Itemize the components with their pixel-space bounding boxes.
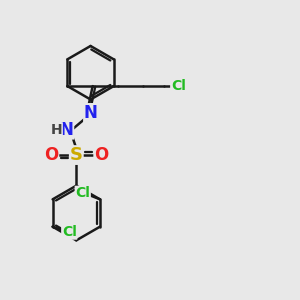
Text: Cl: Cl (171, 79, 186, 93)
Text: H: H (51, 123, 62, 137)
Text: N: N (60, 121, 74, 139)
Text: N: N (84, 104, 98, 122)
Text: F: F (85, 106, 96, 121)
Text: Cl: Cl (62, 225, 77, 239)
Text: S: S (70, 146, 83, 164)
Text: O: O (94, 146, 108, 164)
Text: O: O (44, 146, 58, 164)
Text: Cl: Cl (75, 186, 90, 200)
